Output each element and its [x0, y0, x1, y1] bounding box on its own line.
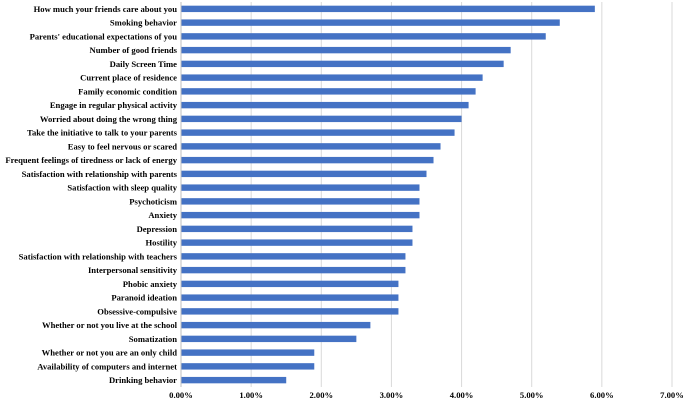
category-label: Whether or not you are an only child — [42, 348, 178, 358]
category-labels: How much your friends care about you Smok… — [5, 4, 177, 385]
category-label: Smoking behavior — [110, 18, 177, 28]
bar — [181, 294, 399, 301]
category-label: Satisfaction with relationship with teac… — [19, 251, 178, 261]
bar — [181, 5, 595, 13]
category-label: Whether or not you live at the school — [42, 320, 178, 330]
category-label: Family economic condition — [78, 86, 177, 96]
x-tick-label: 7.00% — [660, 390, 684, 400]
category-label: Satisfaction with relationship with pare… — [22, 169, 178, 179]
bar — [181, 266, 406, 274]
bar — [181, 129, 455, 136]
category-label: How much your friends care about you — [34, 4, 178, 14]
bar — [181, 376, 287, 384]
category-label: Anxiety — [148, 210, 177, 220]
category-label: Obsessive-compulsive — [97, 306, 177, 316]
bar — [181, 170, 427, 178]
bar — [181, 363, 315, 370]
category-label: Psychoticism — [129, 196, 178, 206]
x-tick-label: 6.00% — [590, 390, 614, 400]
category-label: Phobic anxiety — [123, 279, 178, 289]
category-label: Availability of computers and internet — [37, 361, 177, 371]
category-label: Parents' educational expectations of you — [30, 31, 178, 41]
gridlines — [250, 2, 673, 387]
x-tick-labels: 0.00% 1.00% 2.00% 3.00% 4.00% 5.00% 6.00% 7.00% — [169, 390, 684, 400]
bar — [181, 88, 476, 95]
category-label: Worried about doing the wrong thing — [40, 114, 178, 124]
x-tick-label: 4.00% — [450, 390, 474, 400]
category-label: Hostility — [145, 238, 177, 248]
bar — [181, 115, 462, 123]
bar — [181, 335, 357, 343]
bar — [181, 74, 483, 81]
bars — [181, 5, 595, 384]
category-label: Engage in regular physical activity — [50, 100, 178, 110]
bar — [181, 211, 420, 219]
bar — [181, 60, 504, 68]
category-label: Interpersonal sensitivity — [88, 265, 178, 275]
bar — [181, 33, 546, 40]
bar — [181, 19, 560, 26]
category-label: Depression — [137, 224, 178, 234]
category-label: Paranoid ideation — [111, 293, 177, 303]
x-tick-label: 2.00% — [309, 390, 333, 400]
bar — [181, 225, 413, 233]
category-label: Easy to feel nervous or scared — [68, 141, 177, 151]
category-label: Number of good friends — [90, 45, 178, 55]
category-label: Satisfaction with sleep quality — [67, 183, 177, 193]
bar — [181, 143, 441, 150]
x-tick-label: 3.00% — [380, 390, 404, 400]
bar — [181, 239, 413, 246]
bar — [181, 280, 399, 288]
category-label: Current place of residence — [80, 73, 177, 83]
bar — [181, 101, 469, 109]
category-label: Drinking behavior — [109, 375, 177, 385]
bar — [181, 184, 420, 191]
category-label: Take the initiative to talk to your pare… — [27, 128, 178, 138]
category-label: Daily Screen Time — [110, 59, 178, 69]
bar — [181, 46, 511, 54]
category-label: Somatization — [129, 334, 177, 344]
bar — [181, 349, 315, 356]
bar — [181, 198, 420, 205]
bar — [181, 156, 434, 164]
bar — [181, 308, 399, 315]
category-label: Frequent feelings of tiredness or lack o… — [5, 155, 177, 165]
x-tick-label: 5.00% — [520, 390, 544, 400]
bar — [181, 321, 371, 329]
x-tick-label: 0.00% — [169, 390, 193, 400]
x-tick-label: 1.00% — [239, 390, 263, 400]
bar — [181, 253, 406, 260]
